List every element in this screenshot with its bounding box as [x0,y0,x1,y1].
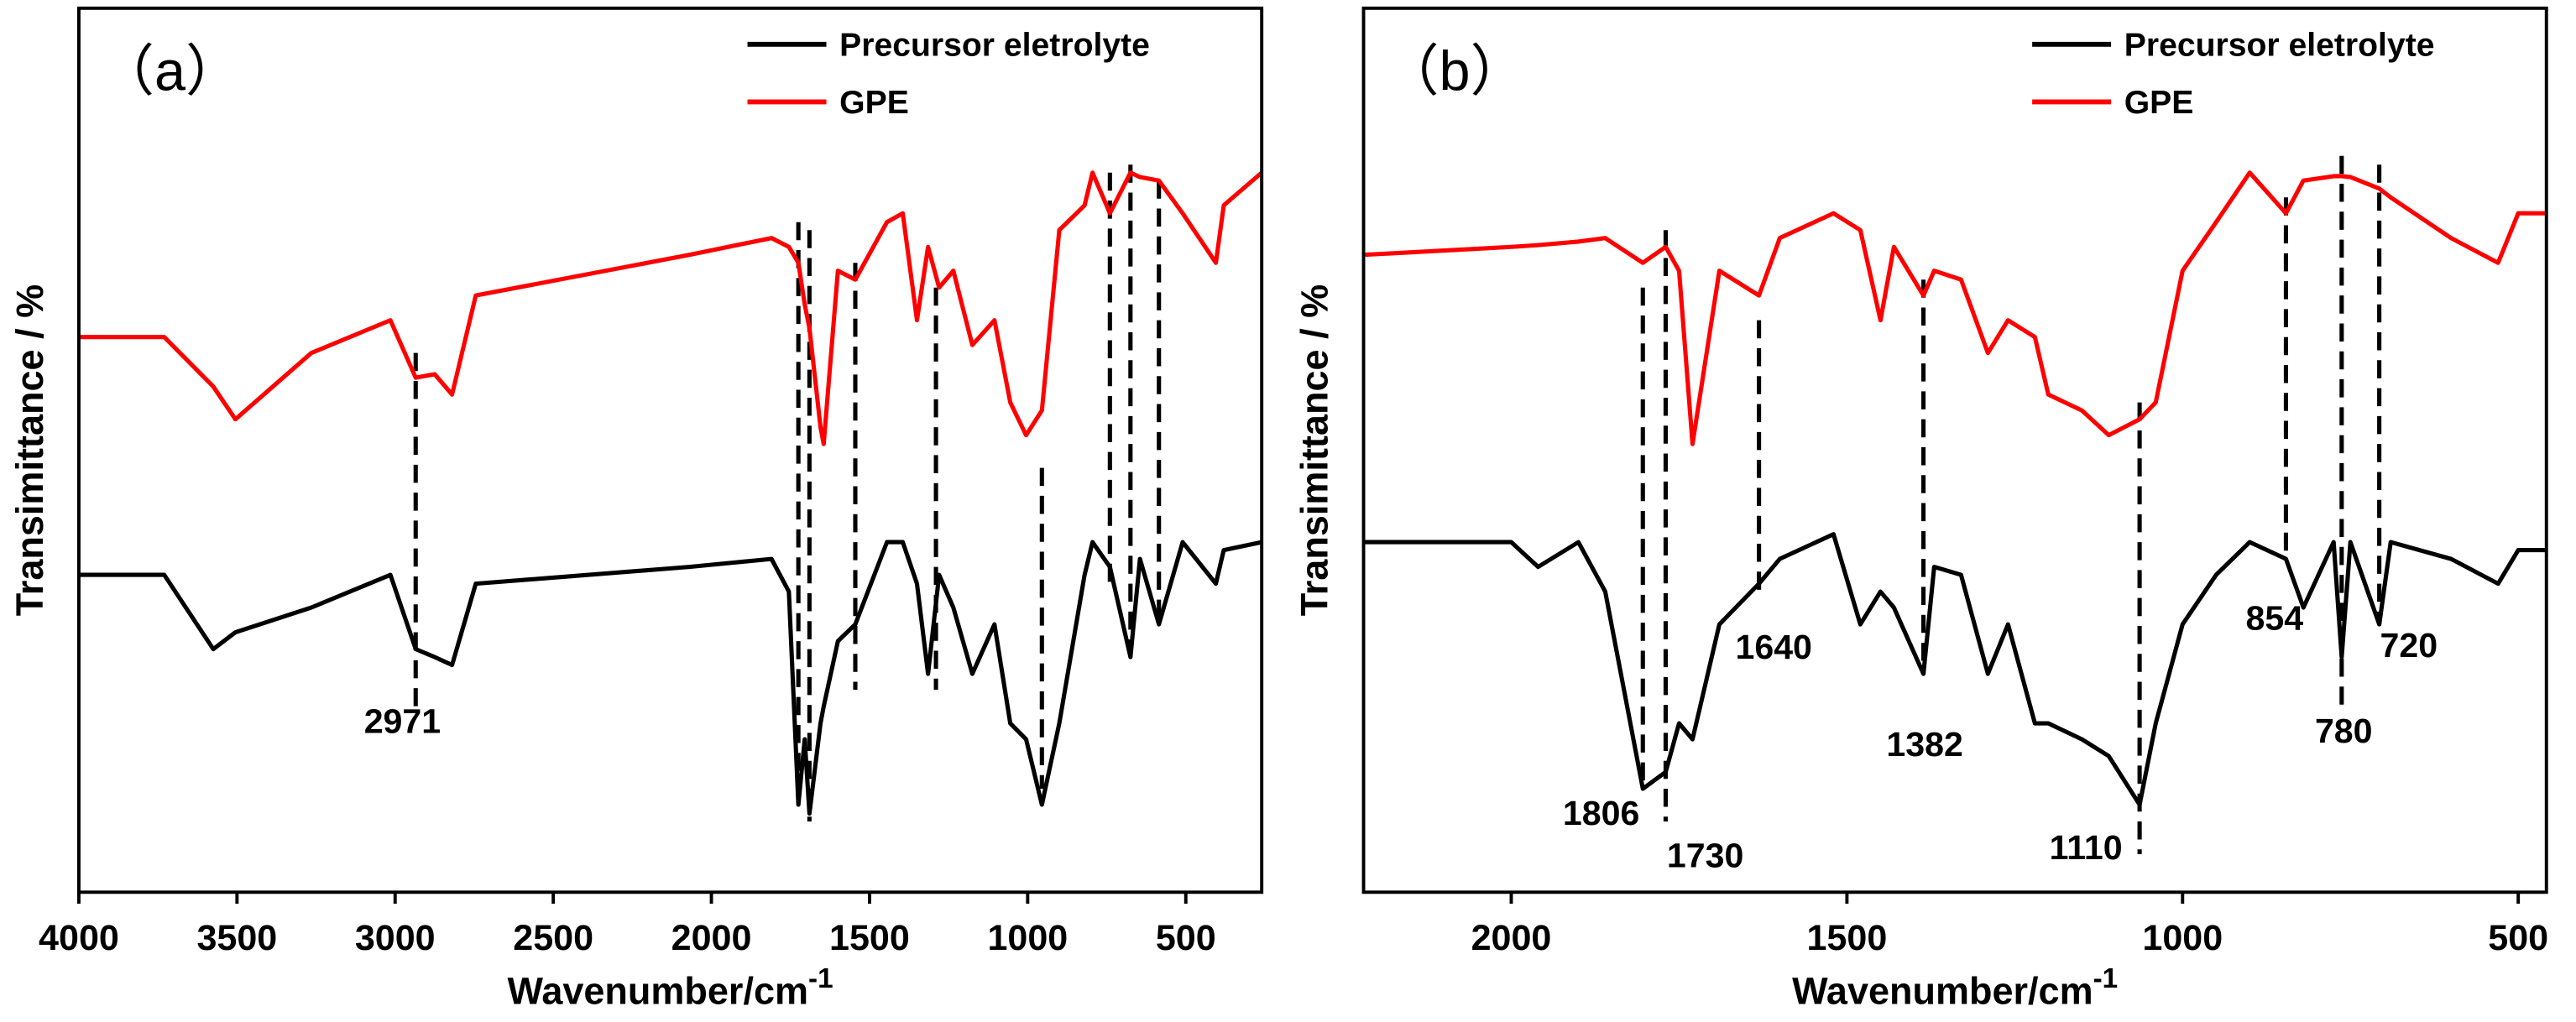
x-axis-label: Wavenumber/cm-1 [1792,963,2118,1013]
x-tick-label: 500 [1156,918,1216,958]
x-tick-label: 1000 [2142,918,2223,958]
x-tick-label: 1500 [1806,918,1887,958]
x-tick-label: 2500 [513,918,593,958]
peak-label: 2971 [364,702,441,741]
x-axis-label-superscript: -1 [808,963,833,994]
x-tick-label: 3500 [196,918,277,958]
panel-label: （a） [98,41,241,103]
legend-label: GPE [2124,85,2194,121]
peak-label: 1382 [1886,725,1962,764]
spectrum-line [78,540,1262,816]
plot-frame [1361,6,2548,894]
plot-frame [76,6,1264,894]
spectrum-line [1363,170,2547,446]
y-axis-label: Transimittance / % [8,284,51,616]
legend-label: GPE [839,85,909,121]
peak-label: 780 [2315,712,2373,750]
x-axis-label-superscript: -1 [2093,963,2119,994]
x-tick-label: 500 [2488,918,2548,958]
legend-label: Precursor eletrolyte [839,28,1150,64]
x-axis-label-text: Wavenumber/cm [1792,969,2093,1012]
y-axis-label: Transimittance / % [1293,284,1335,616]
x-tick-label: 2000 [671,918,752,958]
x-axis-label-text: Wavenumber/cm [508,969,808,1012]
peak-label: 1640 [1735,628,1811,666]
x-tick-label: 1500 [829,918,910,958]
spectrum-line [78,170,1263,446]
peak-label: 720 [2380,626,2438,665]
peak-label: 1110 [2050,828,2123,867]
x-tick-label: 4000 [39,918,119,958]
x-axis-label: Wavenumber/cm-1 [508,963,833,1013]
peak-label: 1730 [1667,837,1743,875]
peak-label: 854 [2246,598,2304,637]
peak-label: 1806 [1563,794,1639,832]
panel-label: （b） [1383,41,1526,103]
legend-label: Precursor eletrolyte [2124,28,2435,64]
x-tick-label: 1000 [987,918,1068,958]
x-tick-label: 2000 [1471,918,1552,958]
x-tick-label: 3000 [355,918,436,958]
spectrum-line [1363,532,2547,807]
